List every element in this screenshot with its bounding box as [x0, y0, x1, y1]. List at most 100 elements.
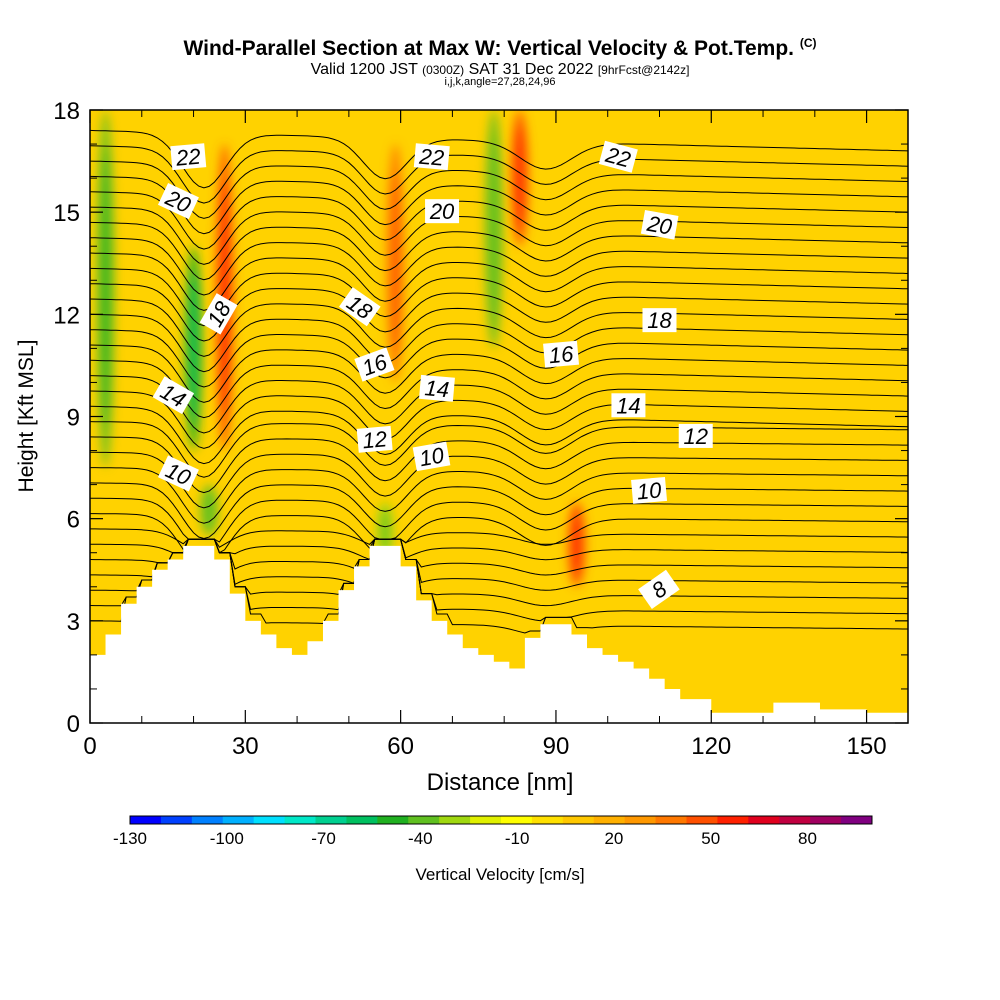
axes: 0 30 60 90 120 150 0 3 6 9 12 15 18 [53, 98, 908, 760]
contour-label-bg [642, 308, 677, 333]
contour-label-bg [157, 182, 199, 220]
contour-label: 20 [640, 210, 679, 240]
colorbar-tick-label: 80 [798, 829, 817, 848]
y-axis-label: Height [Kft MSL] [15, 340, 38, 493]
colorbar-tick-label: -130 [113, 829, 147, 848]
chart-title-tag: (C) [799, 36, 817, 50]
subtitle-valid: Valid 1200 JST [310, 61, 418, 78]
colorbar-swatch [624, 816, 657, 824]
colorbar-label: Vertical Velocity [cm/s] [415, 865, 584, 884]
contour-label: 14 [418, 374, 455, 402]
colorbar-swatch [408, 816, 440, 824]
pot-temp-contours [90, 129, 908, 634]
contour-label: 12 [678, 423, 713, 449]
contour-label-bg [631, 476, 668, 504]
y-tick-label: 9 [67, 405, 80, 432]
x-tick-label: 30 [232, 733, 259, 760]
colorbar-tick-label: -40 [408, 829, 433, 848]
velocity-feature-core [515, 125, 524, 231]
colorbar-tick-label: -70 [311, 829, 336, 848]
colorbar-swatch [130, 816, 162, 824]
contour-label-text: 10 [636, 477, 663, 504]
contour-label-text: 14 [424, 375, 451, 402]
colorbar-frame [129, 815, 873, 825]
colorbar-swatch [717, 816, 749, 824]
contour-label-text: 18 [647, 308, 672, 333]
contour-label-text: 16 [548, 341, 575, 368]
colorbar-swatch [470, 816, 502, 824]
theta-contour [90, 191, 908, 250]
colorbar-swatch [655, 816, 687, 824]
contour-label-bg [640, 210, 679, 240]
contour-label-text: 14 [616, 393, 640, 418]
colorbar-swatch [779, 816, 811, 824]
colorbar-swatch [160, 816, 193, 824]
contour-label: 20 [425, 199, 460, 224]
y-tick-label: 12 [53, 302, 80, 329]
x-tick-label: 0 [83, 733, 96, 760]
colorbar-tick-label: -10 [505, 829, 530, 848]
subtitle-forecast: [9hrFcst@2142z] [597, 63, 690, 77]
contour-label: 22 [170, 143, 207, 171]
chart-title: Wind-Parallel Section at Max W: Vertical… [0, 36, 1000, 61]
contour-label: 22 [413, 143, 450, 171]
colorbar-swatch [439, 816, 471, 824]
theta-contour [90, 298, 908, 357]
subtitle-date: SAT 31 Dec 2022 [468, 61, 594, 78]
theta-contour [90, 313, 908, 373]
y-tick-label: 15 [53, 200, 80, 227]
colorbar-swatch [841, 816, 873, 824]
velocity-feature-core [391, 171, 400, 355]
contour-label-bg [338, 287, 381, 327]
contour-label-bg [157, 455, 199, 492]
contour-label-bg [199, 293, 238, 335]
contour-label: 8 [638, 569, 680, 609]
contour-label-text: 22 [417, 144, 445, 171]
x-axis-label: Distance [nm] [427, 769, 574, 796]
contour-label-text: 22 [174, 144, 202, 171]
colorbar-swatch [748, 816, 780, 824]
contour-label-bg [170, 143, 207, 171]
colorbar-tick-label: 50 [701, 829, 720, 848]
contour-label: 12 [356, 425, 393, 453]
theta-contour [90, 451, 908, 509]
contour-label-text: 12 [683, 424, 707, 449]
theta-contour [90, 421, 908, 478]
contour-label: 10 [631, 476, 668, 504]
theta-contour [90, 237, 908, 296]
contour-label-bg [354, 347, 395, 382]
colorbar-swatch [593, 816, 626, 824]
colorbar-swatch [284, 816, 316, 824]
theta-contour [90, 344, 908, 403]
colorbar-swatch [222, 816, 255, 824]
chart-subtitle: Valid 1200 JST (0300Z) SAT 31 Dec 2022 [… [0, 61, 1000, 79]
theta-contour [90, 467, 908, 524]
colorbar-swatch [377, 816, 409, 824]
theta-contour [90, 482, 908, 540]
velocity-feature-core [205, 490, 214, 530]
colorbar-swatch [531, 816, 564, 824]
theta-contour [90, 129, 908, 189]
contour-label-bg [413, 143, 450, 171]
velocity-feature-core [381, 508, 390, 553]
contour-label: 10 [412, 441, 451, 471]
colorbar-swatch [810, 816, 842, 824]
terrain [90, 545, 908, 723]
contour-label-text: 20 [644, 211, 674, 240]
colorbar-tick-label: -100 [210, 829, 244, 848]
x-tick-label: 90 [543, 733, 570, 760]
theta-contour [90, 436, 908, 494]
x-tick-label: 150 [847, 733, 887, 760]
colorbar-swatch [253, 816, 286, 824]
velocity-feature-core [189, 269, 198, 427]
colorbar-swatch [315, 816, 347, 824]
contour-label-bg [598, 140, 638, 173]
theta-contour [90, 221, 908, 281]
theta-contour [90, 329, 908, 388]
contour-label-bg [638, 569, 680, 609]
subtitle-utc: (0300Z) [422, 63, 465, 77]
velocity-feature-core [489, 137, 498, 321]
contour-label: 14 [611, 393, 646, 418]
